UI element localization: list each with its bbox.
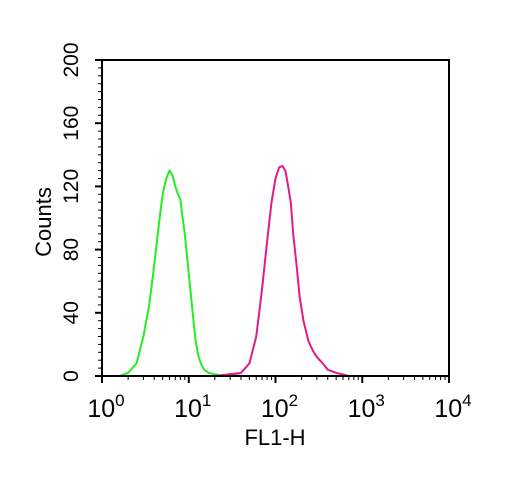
x-tick-label: 100 (87, 391, 124, 423)
y-axis-title: Counts (31, 187, 56, 257)
x-tick-label: 103 (348, 391, 385, 423)
x-tick-label: 101 (174, 391, 211, 423)
y-tick-label: 200 (60, 42, 83, 77)
x-axis-major-ticks (101, 376, 450, 383)
y-tick-label: 0 (60, 370, 83, 382)
x-axis-tick-labels: 100 101 102 103 104 (87, 391, 471, 423)
x-tick-label: 104 (434, 391, 471, 423)
y-tick-label: 120 (60, 169, 83, 204)
series-line-2 (102, 164, 449, 377)
y-tick-label: 160 (60, 106, 83, 141)
y-axis-major-ticks (95, 59, 102, 377)
y-tick-label: 80 (60, 238, 83, 261)
y-tick-label: 40 (60, 301, 83, 324)
x-axis-title: FL1-H (244, 425, 305, 450)
x-tick-label: 102 (261, 391, 298, 423)
y-axis-tick-labels: 0 40 80 120 160 200 (60, 42, 83, 381)
